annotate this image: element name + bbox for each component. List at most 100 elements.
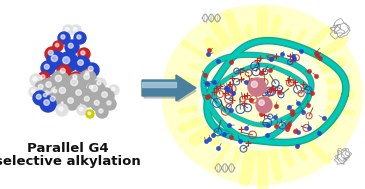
Circle shape (58, 52, 78, 72)
Circle shape (61, 35, 65, 39)
FancyArrow shape (142, 75, 196, 101)
Circle shape (65, 40, 79, 54)
Circle shape (73, 27, 77, 31)
Circle shape (44, 64, 49, 69)
Circle shape (33, 77, 37, 81)
Circle shape (47, 51, 65, 69)
Circle shape (41, 61, 55, 75)
Circle shape (55, 83, 73, 101)
Circle shape (91, 97, 105, 111)
Circle shape (251, 81, 257, 88)
Circle shape (74, 32, 86, 44)
Circle shape (248, 78, 266, 96)
Circle shape (83, 69, 93, 79)
Circle shape (91, 85, 97, 91)
Circle shape (94, 78, 106, 90)
Circle shape (71, 79, 78, 86)
Circle shape (58, 32, 70, 44)
Text: selective alkylation: selective alkylation (0, 156, 141, 169)
FancyArrow shape (142, 81, 176, 87)
Circle shape (64, 94, 80, 110)
Circle shape (40, 96, 56, 112)
Circle shape (33, 91, 47, 105)
Circle shape (89, 85, 93, 89)
Circle shape (66, 74, 86, 94)
Circle shape (70, 72, 82, 84)
Circle shape (68, 43, 73, 48)
Circle shape (81, 51, 85, 55)
Circle shape (85, 71, 89, 75)
Circle shape (71, 25, 81, 35)
Circle shape (107, 101, 111, 105)
Circle shape (43, 93, 47, 97)
Circle shape (53, 41, 63, 51)
Circle shape (76, 90, 81, 95)
Circle shape (45, 47, 59, 61)
Circle shape (102, 92, 107, 97)
Circle shape (68, 98, 73, 103)
Circle shape (84, 96, 89, 101)
Circle shape (77, 35, 81, 39)
Circle shape (79, 107, 83, 111)
Circle shape (50, 96, 55, 101)
Circle shape (47, 93, 61, 107)
Circle shape (256, 97, 272, 113)
Circle shape (36, 94, 41, 99)
Circle shape (63, 57, 70, 64)
Circle shape (55, 75, 62, 81)
Circle shape (259, 100, 264, 105)
FancyArrow shape (144, 80, 196, 102)
Circle shape (30, 74, 42, 86)
Circle shape (51, 55, 58, 62)
Circle shape (55, 43, 59, 47)
Circle shape (111, 87, 115, 91)
Circle shape (57, 65, 71, 79)
Circle shape (94, 100, 99, 105)
Circle shape (44, 100, 49, 105)
Ellipse shape (162, 5, 362, 185)
Circle shape (78, 48, 90, 60)
Circle shape (99, 109, 103, 113)
Circle shape (59, 107, 63, 111)
Circle shape (29, 87, 39, 97)
Circle shape (56, 104, 68, 116)
Circle shape (78, 60, 83, 65)
Circle shape (38, 84, 43, 89)
Circle shape (73, 75, 77, 79)
Circle shape (88, 112, 91, 115)
Circle shape (38, 72, 50, 84)
Circle shape (104, 98, 116, 110)
Circle shape (63, 25, 73, 35)
Ellipse shape (222, 63, 302, 128)
Circle shape (97, 81, 101, 85)
Circle shape (80, 70, 96, 86)
Text: Parallel G4: Parallel G4 (27, 142, 109, 154)
Circle shape (35, 81, 49, 95)
Circle shape (109, 85, 119, 95)
Circle shape (51, 71, 69, 89)
Circle shape (59, 87, 66, 94)
Circle shape (77, 105, 87, 115)
Circle shape (46, 82, 51, 87)
Circle shape (48, 50, 53, 55)
Circle shape (41, 91, 51, 101)
Circle shape (85, 63, 99, 77)
Circle shape (41, 75, 45, 79)
Circle shape (87, 83, 97, 93)
Circle shape (87, 81, 105, 99)
Circle shape (72, 86, 88, 102)
Circle shape (51, 87, 61, 97)
Circle shape (74, 56, 90, 72)
Ellipse shape (197, 40, 327, 150)
Circle shape (60, 68, 65, 73)
Circle shape (65, 27, 69, 31)
Circle shape (81, 93, 95, 107)
Circle shape (96, 106, 108, 118)
Circle shape (98, 88, 114, 104)
Circle shape (88, 66, 93, 71)
Circle shape (42, 78, 58, 94)
Circle shape (84, 74, 89, 79)
Circle shape (86, 110, 94, 118)
Circle shape (31, 89, 35, 93)
Circle shape (53, 89, 57, 93)
